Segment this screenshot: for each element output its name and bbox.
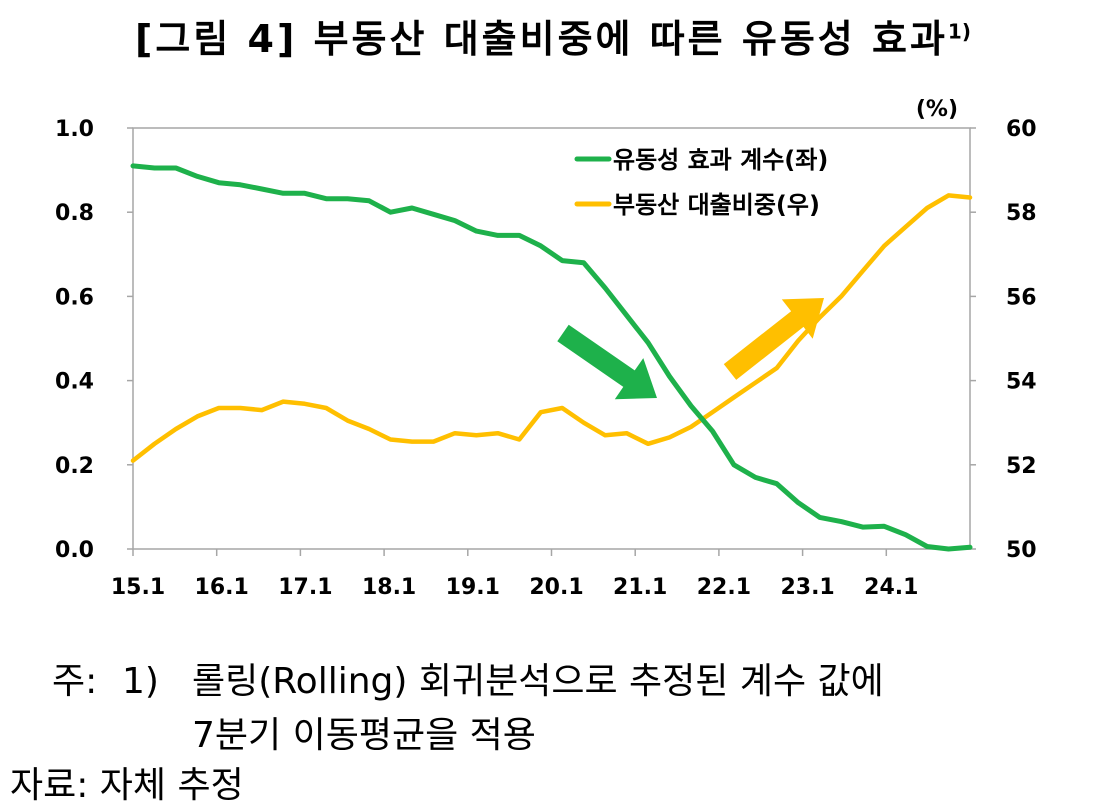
x-axis-tick-label: 18.1: [362, 575, 416, 600]
x-axis-tick-label: 19.1: [446, 575, 500, 600]
plot-area-frame: [132, 127, 971, 550]
up-arrow-annotation: [723, 298, 824, 380]
right-axis-tick-label: 56: [1006, 285, 1037, 310]
left-axis-tick-label: 0.6: [55, 285, 94, 310]
right-axis-tick-label: 58: [1006, 201, 1037, 226]
x-axis-tick-label: 17.1: [278, 575, 332, 600]
left-axis-tick-label: 1.0: [55, 117, 94, 142]
x-axis-tick-label: 20.1: [529, 575, 583, 600]
left-axis-tick-label: 0.8: [55, 201, 94, 226]
figure-title: [그림 4] 부동산 대출비중에 따른 유동성 효과1): [0, 8, 1106, 63]
source-note: 자료: 자체 추정: [10, 765, 244, 806]
down-arrow-annotation: [557, 324, 657, 400]
footnote-line-1: 주: 1) 롤링(Rolling) 회귀분석으로 추정된 계수 값에: [52, 652, 884, 704]
x-axis-tick-label: 23.1: [780, 575, 834, 600]
series-line-liquidity-coefficient: [130, 163, 973, 552]
legend-label: 유동성 효과 계수(좌): [613, 146, 828, 174]
series-line-loan-share: [130, 193, 973, 463]
footnote-number: 1): [122, 661, 159, 702]
right-axis-tick-label: 60: [1006, 117, 1037, 142]
x-axis-tick-label: 16.1: [195, 575, 249, 600]
footnote-line-2: 7분기 이동평균을 적용: [192, 715, 536, 756]
left-axis-tick-label: 0.0: [55, 538, 94, 563]
dual-axis-line-chart: 0.0 0.2 0.4 0.6 0.8 1.0 50 52 54 56 58 60 15.1 16.1 17…: [55, 97, 1037, 600]
right-axis-unit-label: (%): [916, 97, 958, 122]
x-axis-tick-label: 22.1: [697, 575, 751, 600]
left-axis-tick-label: 0.4: [55, 370, 94, 395]
right-axis-tick-label: 52: [1006, 454, 1037, 479]
x-axis-tick-label: 21.1: [613, 575, 667, 600]
right-axis-tick-label: 50: [1006, 538, 1037, 563]
x-axis-tick-label: 15.1: [111, 575, 165, 600]
footnote-text-1: 롤링(Rolling) 회귀분석으로 추정된 계수 값에: [192, 661, 884, 702]
left-axis-tick-label: 0.2: [55, 454, 94, 479]
figure-title-text: [그림 4] 부동산 대출비중에 따른 유동성 효과: [135, 17, 948, 61]
title-footnote-marker: 1): [947, 19, 971, 44]
footnote-label: 주:: [52, 661, 98, 702]
right-axis-tick-label: 54: [1006, 370, 1037, 395]
x-axis-tick-label: 24.1: [864, 575, 918, 600]
legend-label: 부동산 대출비중(우): [613, 191, 820, 219]
